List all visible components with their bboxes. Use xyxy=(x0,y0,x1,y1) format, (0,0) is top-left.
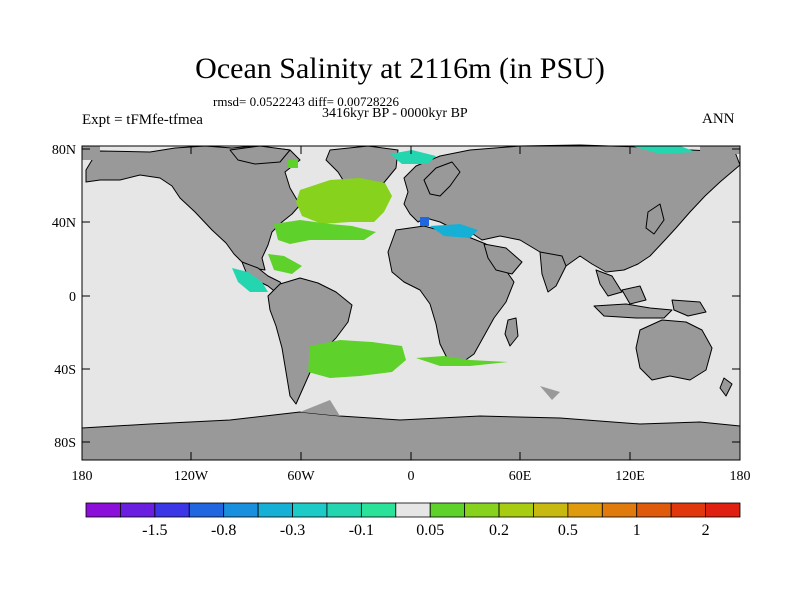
lon-label-60w: 60W xyxy=(287,469,315,484)
scandinavia xyxy=(423,161,461,197)
anomaly-arctic xyxy=(390,150,436,164)
colorbar-box xyxy=(360,502,397,518)
colorbar-box xyxy=(464,502,500,518)
anomaly-agulhas xyxy=(416,356,508,366)
lon-label-180w: 180 xyxy=(72,469,93,484)
colorbar-box xyxy=(257,502,293,518)
south-america xyxy=(267,277,353,405)
madagascar xyxy=(504,317,519,347)
colorbar-label: -0.3 xyxy=(280,522,305,539)
lon-label-0: 0 xyxy=(408,469,415,484)
anomaly-mediterranean xyxy=(430,224,478,238)
lon-label-180e: 180 xyxy=(730,469,751,484)
lat-label-40s: 40S xyxy=(54,363,76,378)
statistics-text: rmsd= 0.0522243 diff= 0.00728226 xyxy=(213,94,399,109)
anomaly-east-pacific xyxy=(232,268,268,292)
colorbar xyxy=(85,502,741,518)
anomaly-arctic-east xyxy=(632,146,696,154)
anomaly-north-atlantic xyxy=(296,178,392,224)
chart-title: Ocean Salinity at 2116m (in PSU) xyxy=(195,52,605,85)
lon-label-120w: 120W xyxy=(174,469,209,484)
colorbar-box xyxy=(705,502,741,518)
season-label: ANN xyxy=(702,111,735,127)
anomaly-gulf xyxy=(268,254,302,274)
lon-label-60e: 60E xyxy=(509,469,532,484)
anomaly-south-atlantic xyxy=(308,340,406,378)
colorbar-box xyxy=(567,502,603,518)
india xyxy=(539,251,567,293)
colorbar-label: 0.2 xyxy=(489,522,509,539)
africa xyxy=(387,225,515,365)
colorbar-box xyxy=(120,502,156,518)
colorbar-box xyxy=(498,502,534,518)
colorbar-box xyxy=(326,502,362,518)
lon-label-120e: 120E xyxy=(615,469,645,484)
colorbar-box xyxy=(154,502,190,518)
colorbar-box xyxy=(636,502,672,518)
new-guinea xyxy=(671,299,707,317)
colorbar-box xyxy=(601,502,638,518)
lat-label-0: 0 xyxy=(69,290,76,305)
lat-label-80n: 80N xyxy=(52,143,76,158)
salinity-anomalies xyxy=(232,146,696,378)
colorbar-box xyxy=(188,502,225,518)
colorbar-label: 0.05 xyxy=(416,522,444,539)
colorbar-box xyxy=(670,502,706,518)
colorbar-box xyxy=(533,502,569,518)
lat-label-80s: 80S xyxy=(54,436,76,451)
southeast-asia xyxy=(595,269,623,297)
colorbar-box xyxy=(395,502,431,518)
arabian-peninsula xyxy=(483,243,523,275)
colorbar-label: 1 xyxy=(633,522,641,539)
indonesia xyxy=(593,303,673,319)
borneo xyxy=(621,285,647,305)
colorbar-label: -0.8 xyxy=(211,522,236,539)
japan xyxy=(645,203,665,235)
anomaly-west-atlantic xyxy=(274,220,376,244)
colorbar-label: 2 xyxy=(702,522,710,539)
anomaly-pacific-small xyxy=(288,160,298,168)
new-zealand xyxy=(719,377,733,397)
land-masses xyxy=(81,144,741,461)
colorbar-label: -1.5 xyxy=(142,522,167,539)
time-period-text: 3416kyr BP - 0000kyr BP xyxy=(322,106,468,121)
colorbar-label: -0.1 xyxy=(349,522,374,539)
colorbar-box xyxy=(85,502,121,518)
experiment-label: Expt = tFMfe-tfmea xyxy=(82,112,203,128)
colorbar-labels: -1.5 -0.8 -0.3 -0.1 0.05 0.2 0.5 1 2 xyxy=(142,522,709,539)
axis-ticks xyxy=(81,146,741,460)
australia xyxy=(635,319,713,381)
lat-label-40n: 40N xyxy=(52,216,76,231)
colorbar-box xyxy=(223,502,259,518)
colorbar-label: 0.5 xyxy=(558,522,578,539)
anomaly-mediterranean-west xyxy=(420,217,429,226)
colorbar-box xyxy=(429,502,466,518)
colorbar-box xyxy=(292,502,328,518)
